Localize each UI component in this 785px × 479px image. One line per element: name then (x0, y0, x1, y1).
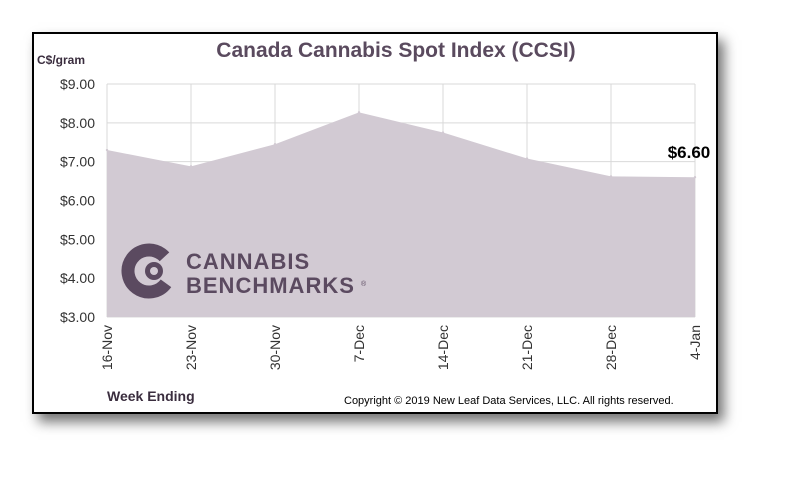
ccsi-area (107, 112, 695, 318)
y-tick-label: $9.00 (60, 76, 95, 92)
y-tick-label: $8.00 (60, 115, 95, 131)
area-series (105, 111, 697, 318)
x-tick-label: 4-Jan (687, 325, 703, 360)
data-point-28-dec (609, 175, 613, 178)
data-point-30-nov (273, 142, 277, 146)
x-axis-label: Week Ending (107, 388, 195, 404)
y-tick-label: $6.00 (60, 193, 95, 209)
copyright-notice: Copyright © 2019 New Leaf Data Services,… (344, 395, 674, 407)
x-tick-label: 21-Dec (519, 325, 535, 370)
data-point-21-dec (525, 157, 529, 160)
y-tick-label: $3.00 (60, 309, 95, 325)
x-tick-label: 23-Nov (183, 325, 199, 370)
logo-text-line2: BENCHMARKS (186, 273, 355, 298)
cannabis-benchmarks-logo: CANNABIS BENCHMARKS ® (121, 243, 367, 299)
data-point-16-nov (105, 148, 109, 152)
logo-registered-mark: ® (361, 280, 367, 288)
data-point-23-nov (189, 165, 193, 168)
data-point-4-jan (693, 176, 697, 179)
x-tick-label: 14-Dec (435, 325, 451, 370)
y-axis-ticks: $3.00 $4.00 $5.00 $6.00 $7.00 $8.00 $9.00 (60, 76, 95, 325)
chart-title: Canada Cannabis Spot Index (CCSI) (216, 39, 575, 62)
y-tick-label: $7.00 (60, 154, 95, 170)
y-tick-label: $4.00 (60, 270, 95, 286)
x-tick-label: 30-Nov (267, 325, 283, 370)
x-tick-label: 16-Nov (99, 325, 115, 370)
chart-frame: Canada Cannabis Spot Index (CCSI) C$/gra… (32, 32, 718, 414)
x-tick-label: 7-Dec (351, 325, 367, 362)
y-axis-unit-label: C$/gram (37, 53, 85, 67)
data-point-7-dec (357, 111, 361, 114)
x-tick-label: 28-Dec (603, 325, 619, 370)
data-point-14-dec (441, 131, 445, 134)
logo-text-line1: CANNABIS (186, 249, 310, 274)
ccsi-area-chart: Canada Cannabis Spot Index (CCSI) C$/gra… (37, 39, 711, 407)
last-value-label: $6.60 (668, 143, 711, 162)
y-tick-label: $5.00 (60, 231, 95, 247)
x-axis-ticks: 16-Nov 23-Nov 30-Nov 7-Dec 14-Dec 21-Dec 28-De… (99, 325, 703, 370)
